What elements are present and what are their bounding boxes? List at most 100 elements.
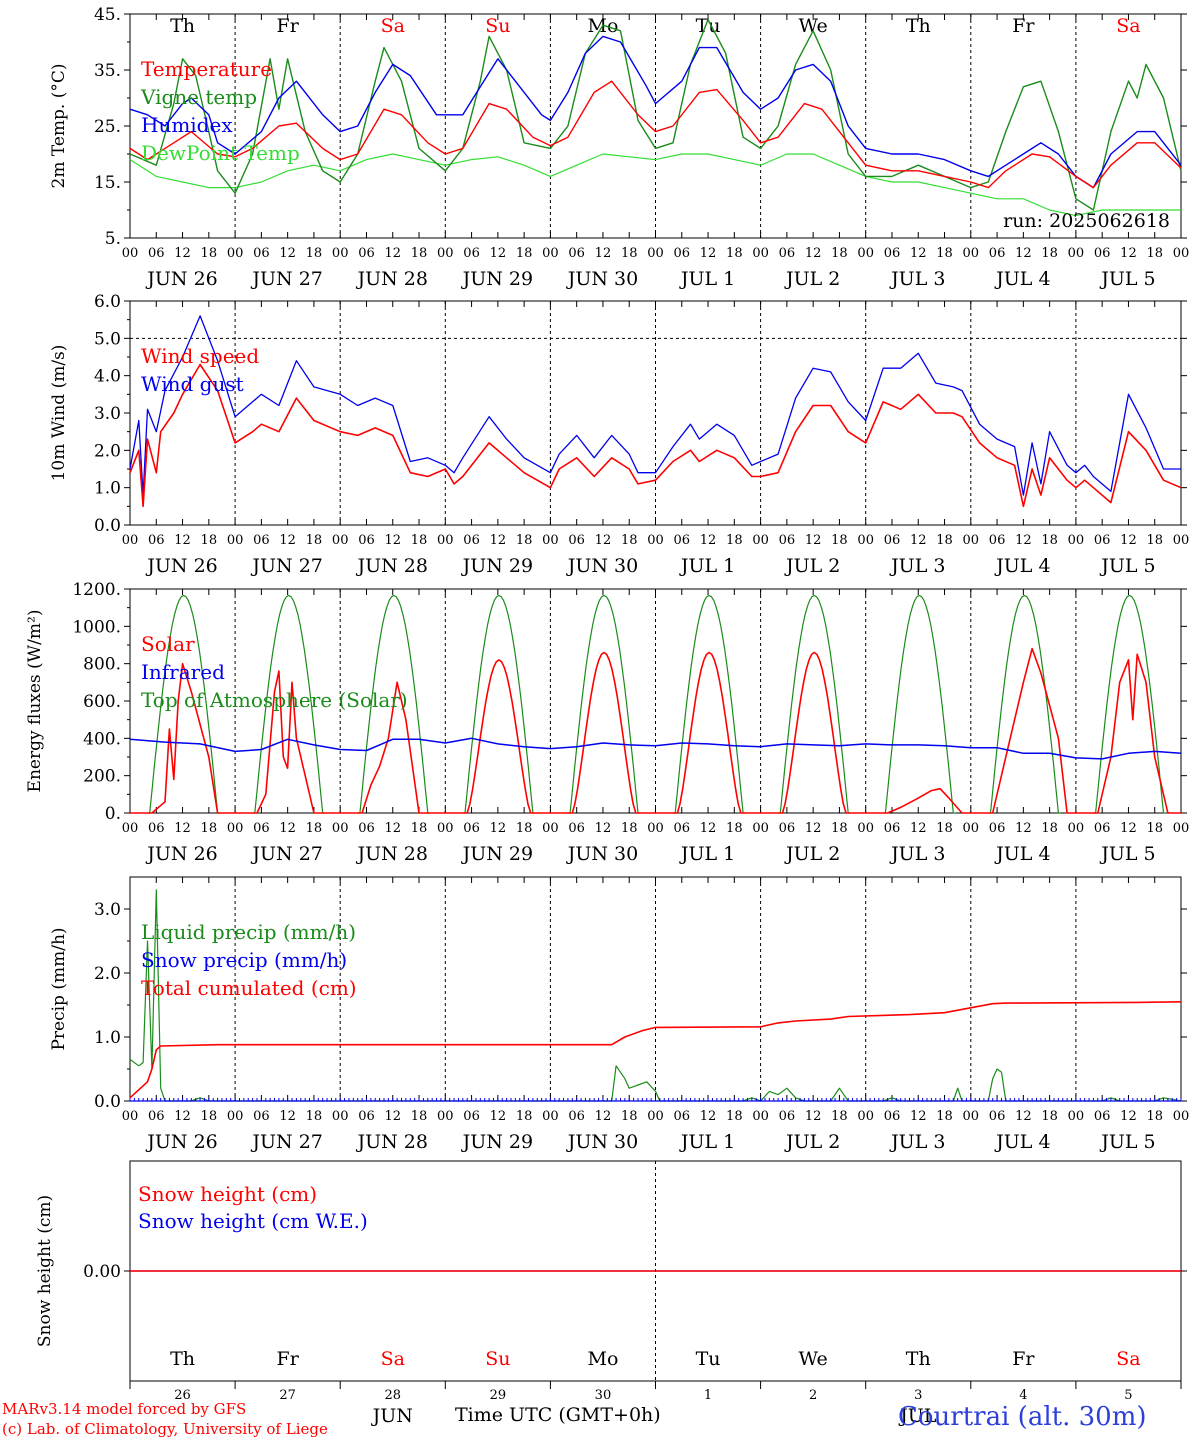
hour-tick-label: 00 (332, 821, 349, 836)
series-top-of-atmosphere-day (1093, 594, 1166, 814)
weekday-label-bottom: Su (485, 1348, 510, 1370)
series-infrared (129, 737, 1182, 760)
day-number-label: 29 (490, 1388, 507, 1403)
y-tick-label: 4.0 (94, 367, 121, 387)
run-annotation: run: 2025062618 (1003, 210, 1170, 232)
hour-tick-label: 06 (884, 1109, 901, 1124)
hour-tick-label: 12 (805, 1109, 822, 1124)
hour-tick-label: 12 (910, 246, 927, 261)
y-axis-label: 10m Wind (m/s) (49, 345, 69, 482)
legend-entry: Humidex (141, 113, 233, 137)
weekday-label: We (799, 15, 828, 37)
hour-tick-label: 18 (936, 246, 953, 261)
hour-tick-label: 12 (1120, 246, 1137, 261)
day-number-label: 1 (704, 1388, 712, 1403)
hour-tick-label: 18 (201, 821, 218, 836)
series-solar-day (445, 659, 551, 814)
hour-tick-label: 18 (306, 246, 323, 261)
date-label: JUN 26 (145, 268, 217, 290)
hour-tick-label: 12 (279, 1109, 296, 1124)
weekday-label: Fr (1012, 15, 1035, 37)
date-label: JUN 30 (566, 555, 638, 577)
hour-tick-label: 12 (1120, 533, 1137, 548)
station-label: Courtrai (alt. 30m) (898, 1402, 1147, 1432)
y-tick-label: 3.0 (94, 404, 121, 424)
series-wind-gust (129, 315, 1181, 496)
hour-tick-label: 06 (1094, 533, 1111, 548)
hour-tick-label: 00 (122, 821, 139, 836)
date-label: JUN 29 (461, 555, 533, 577)
hour-tick-label: 12 (384, 821, 401, 836)
hour-tick-label: 00 (1068, 1109, 1085, 1124)
y-tick-label: 600. (83, 692, 121, 712)
month-label: JUN (371, 1405, 413, 1427)
date-label: JUL 2 (784, 555, 840, 577)
hour-tick-label: 00 (647, 246, 664, 261)
hour-tick-label: 06 (989, 821, 1006, 836)
y-tick-label: 1200. (72, 580, 121, 600)
date-label: JUN 26 (145, 555, 217, 577)
hour-tick-label: 00 (857, 821, 874, 836)
hour-tick-label: 06 (358, 246, 375, 261)
hour-tick-label: 00 (437, 821, 454, 836)
series-humidex (129, 35, 1182, 189)
y-tick-label: 6.0 (94, 292, 121, 312)
hour-tick-label: 12 (910, 1109, 927, 1124)
hour-tick-label: 00 (227, 1109, 244, 1124)
y-axis-label: Energy fluxes (W/m²) (25, 610, 45, 793)
hour-tick-label: 12 (1015, 821, 1032, 836)
panel-frame-0 (129, 13, 1182, 239)
hour-tick-label: 18 (516, 1109, 533, 1124)
hour-tick-label: 06 (253, 246, 270, 261)
hour-tick-label: 12 (384, 533, 401, 548)
hour-tick-label: 00 (752, 246, 769, 261)
hour-tick-label: 18 (411, 246, 428, 261)
date-label: JUN 27 (250, 843, 322, 865)
hour-tick-label: 18 (621, 1109, 638, 1124)
hour-tick-label: 00 (647, 533, 664, 548)
series-top-of-atmosphere-day (567, 594, 641, 814)
weekday-label-bottom: Fr (277, 1348, 300, 1370)
hour-tick-label: 00 (857, 246, 874, 261)
hour-tick-label: 18 (201, 1109, 218, 1124)
hour-tick-label: 18 (1146, 1109, 1163, 1124)
series-top-of-atmosphere-day (357, 594, 430, 814)
hour-tick-label: 18 (831, 1109, 848, 1124)
y-tick-label: 0.0 (94, 516, 121, 536)
y-tick-label: 200. (83, 767, 121, 787)
date-label: JUL 3 (889, 268, 945, 290)
hour-tick-label: 00 (332, 1109, 349, 1124)
hour-tick-label: 18 (831, 246, 848, 261)
day-number-label: 2 (809, 1388, 817, 1403)
weekday-label: Th (170, 15, 195, 37)
hour-tick-label: 18 (621, 821, 638, 836)
hour-tick-label: 06 (989, 246, 1006, 261)
hour-tick-label: 18 (516, 821, 533, 836)
hour-tick-label: 06 (674, 246, 691, 261)
date-label: JUL 4 (994, 1131, 1050, 1153)
hour-tick-label: 12 (490, 533, 507, 548)
hour-tick-label: 00 (1068, 246, 1085, 261)
hour-tick-label: 12 (700, 533, 717, 548)
y-tick-label: 1.0 (94, 1028, 121, 1048)
hour-tick-label: 06 (253, 821, 270, 836)
hour-tick-label: 18 (201, 246, 218, 261)
hour-tick-label: 06 (463, 1109, 480, 1124)
hour-tick-label: 06 (674, 533, 691, 548)
hour-tick-label: 06 (568, 246, 585, 261)
hour-tick-label: 12 (595, 821, 612, 836)
hour-tick-label: 18 (621, 246, 638, 261)
weekday-label-bottom: Sa (381, 1348, 405, 1370)
hour-tick-label: 00 (227, 533, 244, 548)
hour-tick-label: 06 (884, 821, 901, 836)
weekday-label: Su (485, 15, 510, 37)
hour-tick-label: 06 (1094, 246, 1111, 261)
series-temperature (129, 80, 1182, 189)
hour-tick-label: 12 (805, 246, 822, 261)
hour-tick-label: 00 (227, 821, 244, 836)
hour-tick-label: 18 (1146, 246, 1163, 261)
date-label: JUN 27 (250, 555, 322, 577)
hour-tick-label: 12 (805, 821, 822, 836)
hour-tick-label: 12 (174, 1109, 191, 1124)
